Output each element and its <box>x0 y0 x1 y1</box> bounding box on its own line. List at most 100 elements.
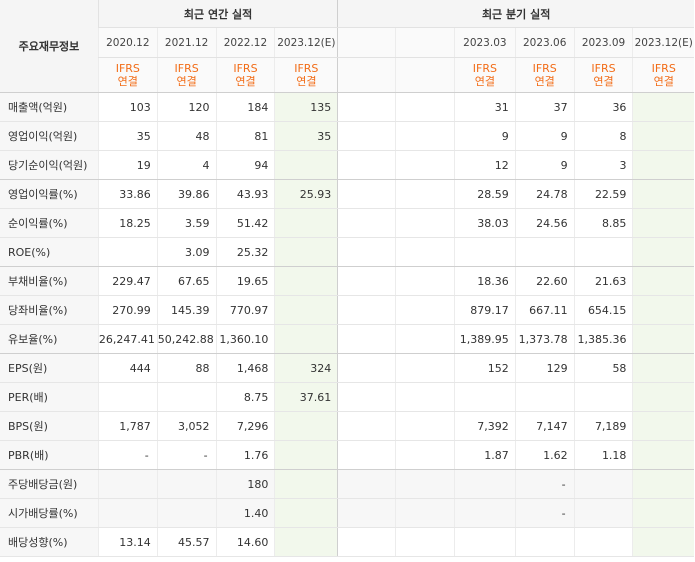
annual-value-cell: 180 <box>215 469 275 499</box>
consolidation-type: 연결 <box>534 75 555 88</box>
annual-value-cell: 45.57 <box>156 527 217 557</box>
spacer-cell <box>395 121 455 151</box>
quarterly-value-cell: 1.87 <box>453 440 516 470</box>
annual-value-cell: 51.42 <box>215 208 275 238</box>
quarterly-value-cell: 21.63 <box>573 266 633 296</box>
quarterly-value-cell <box>632 295 694 325</box>
annual-value-cell: 25.93 <box>274 179 338 209</box>
spacer-cell <box>337 440 396 470</box>
row-label: 순이익률(%) <box>0 208 99 238</box>
accounting-standard: IFRS <box>472 62 497 75</box>
annual-value-cell: 94 <box>215 150 275 180</box>
quarterly-value-cell <box>632 527 694 557</box>
annual-value-cell <box>274 469 338 499</box>
annual-value-cell: 25.32 <box>215 237 275 267</box>
quarterly-value-cell: - <box>514 498 575 528</box>
row-label: PBR(배) <box>0 440 99 470</box>
consolidation-type: 연결 <box>474 75 495 88</box>
quarterly-value-cell: 37 <box>514 92 575 122</box>
annual-value-cell: 37.61 <box>274 382 338 412</box>
quarterly-value-cell: 38.03 <box>453 208 516 238</box>
spacer-cell <box>337 498 396 528</box>
spacer-cell <box>395 469 455 499</box>
row-label: 시가배당률(%) <box>0 498 99 528</box>
row-label: ROE(%) <box>0 237 99 267</box>
consolidation-type: 연결 <box>593 75 614 88</box>
annual-value-cell: 270.99 <box>97 295 158 325</box>
annual-value-cell <box>274 295 338 325</box>
consolidation-type: 연결 <box>117 75 138 88</box>
consolidation-type: 연결 <box>296 75 317 88</box>
accounting-standard: IFRS <box>532 62 557 75</box>
spacer-cell <box>337 411 396 441</box>
quarterly-value-cell <box>453 237 516 267</box>
table-row: 주당배당금(원) 180 - <box>0 469 694 499</box>
quarterly-value-cell: 31 <box>453 92 516 122</box>
table-row: 당좌비율(%) 270.99 145.39 770.97 879.17 667.11 654… <box>0 295 694 325</box>
annual-value-cell: 19.65 <box>215 266 275 296</box>
quarterly-value-cell <box>573 469 633 499</box>
spacer-cell <box>337 150 396 180</box>
quarterly-value-cell: 22.59 <box>573 179 633 209</box>
table-row: 매출액(억원) 103 120 184 135 31 37 36 <box>0 92 694 122</box>
table-row: 영업이익률(%) 33.86 39.86 43.93 25.93 28.59 24.78 22… <box>0 179 694 209</box>
annual-value-cell: 81 <box>215 121 275 151</box>
spacer-header <box>337 57 396 93</box>
annual-value-cell: - <box>156 440 217 470</box>
quarterly-value-cell: 8 <box>573 121 633 151</box>
spacer-cell <box>337 469 396 499</box>
annual-value-cell <box>97 382 158 412</box>
annual-value-cell <box>97 469 158 499</box>
spacer-cell <box>337 353 396 383</box>
spacer-header <box>395 27 455 58</box>
quarterly-accounting-header: IFRS 연결 <box>632 57 694 93</box>
corner-label: 주요재무정보 <box>0 0 99 93</box>
spacer-cell <box>337 382 396 412</box>
quarterly-value-cell: 667.11 <box>514 295 575 325</box>
accounting-header-row: IFRS 연결 IFRS 연결 IFRS 연결 IFRS 연결 IFRS 연결 IFRS 연결 IFRS… <box>0 57 694 93</box>
annual-value-cell: 50,242.88 <box>156 324 217 354</box>
row-label: 부채비율(%) <box>0 266 99 296</box>
row-label: PER(배) <box>0 382 99 412</box>
annual-value-cell <box>274 324 338 354</box>
quarterly-value-cell <box>632 411 694 441</box>
annual-value-cell <box>156 498 217 528</box>
spacer-cell <box>395 527 455 557</box>
annual-value-cell: 229.47 <box>97 266 158 296</box>
quarterly-value-cell: 1.62 <box>514 440 575 470</box>
spacer-cell <box>337 92 396 122</box>
annual-period-header: 2022.12 <box>215 27 275 58</box>
annual-value-cell: 8.75 <box>215 382 275 412</box>
quarterly-value-cell: 22.60 <box>514 266 575 296</box>
annual-value-cell: 145.39 <box>156 295 217 325</box>
quarterly-value-cell <box>632 121 694 151</box>
annual-value-cell: 444 <box>97 353 158 383</box>
spacer-cell <box>395 266 455 296</box>
quarterly-value-cell <box>573 382 633 412</box>
annual-value-cell <box>274 527 338 557</box>
spacer-cell <box>395 382 455 412</box>
spacer-cell <box>337 208 396 238</box>
annual-value-cell: 184 <box>215 92 275 122</box>
quarterly-value-cell <box>453 382 516 412</box>
spacer-cell <box>395 411 455 441</box>
spacer-cell <box>395 324 455 354</box>
table-row: EPS(원) 444 88 1,468 324 152 129 58 <box>0 353 694 383</box>
quarterly-value-cell <box>453 527 516 557</box>
consolidation-type: 연결 <box>176 75 197 88</box>
quarterly-value-cell <box>514 527 575 557</box>
annual-value-cell: 33.86 <box>97 179 158 209</box>
annual-value-cell: 14.60 <box>215 527 275 557</box>
annual-accounting-header: IFRS 연결 <box>97 57 158 93</box>
spacer-header <box>337 27 396 58</box>
annual-value-cell: 35 <box>274 121 338 151</box>
annual-value-cell: 67.65 <box>156 266 217 296</box>
quarterly-accounting-header: IFRS 연결 <box>453 57 516 93</box>
table-row: 부채비율(%) 229.47 67.65 19.65 18.36 22.60 21.63 <box>0 266 694 296</box>
annual-value-cell: 43.93 <box>215 179 275 209</box>
quarterly-value-cell <box>632 237 694 267</box>
quarterly-value-cell: 24.56 <box>514 208 575 238</box>
consolidation-type: 연결 <box>653 75 674 88</box>
table-row: 영업이익(억원) 35 48 81 35 9 9 8 <box>0 121 694 151</box>
quarterly-value-cell: 58 <box>573 353 633 383</box>
